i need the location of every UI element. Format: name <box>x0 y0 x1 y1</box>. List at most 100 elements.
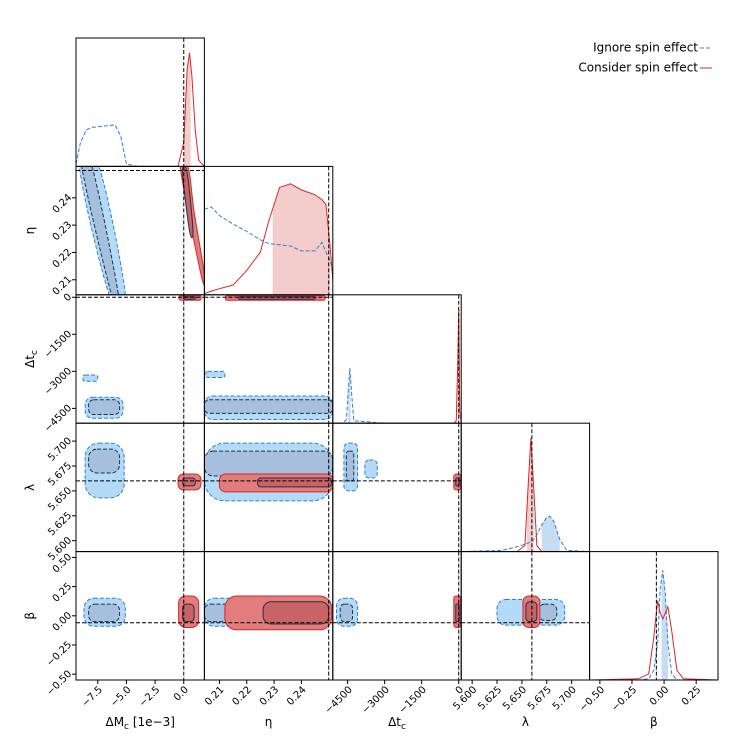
x-tick-label: 0.0 <box>172 684 191 703</box>
marginal-panel <box>589 551 718 680</box>
y-tick-label: 5.650 <box>46 485 74 513</box>
x-axis-label: η <box>265 715 273 729</box>
x-tick-label: 0.25 <box>680 684 704 708</box>
marginal-curve <box>204 206 333 271</box>
axis-label-part: λ <box>522 715 529 729</box>
x-tick-label: 0.22 <box>230 684 254 708</box>
y-tick-label: 5.675 <box>46 460 74 488</box>
axis-label-part: c <box>124 722 129 732</box>
contour-inner <box>182 477 196 487</box>
joint-panel <box>204 551 333 680</box>
joint-panel <box>76 551 205 680</box>
x-tick-label: 5.625 <box>476 684 504 712</box>
panel-frame <box>589 551 719 681</box>
credible-interval <box>348 368 351 424</box>
marginal-curve <box>204 183 333 295</box>
axis-label-part: β <box>650 715 658 729</box>
contour-inner <box>182 166 194 239</box>
joint-panel <box>76 294 205 424</box>
axis-label-part: c <box>401 722 406 732</box>
x-tick-label: −7.5 <box>80 684 105 709</box>
x-tick-label: −0.25 <box>610 684 639 713</box>
y-tick-label: 0.23 <box>51 220 75 244</box>
contour-inner <box>88 399 121 416</box>
x-axis-label: Δtc <box>388 715 406 732</box>
y-tick-label: −3000 <box>43 366 75 398</box>
y-tick-label: 5.625 <box>46 510 74 538</box>
axis-label-part: Δt <box>388 715 401 729</box>
contour-outer <box>364 459 378 479</box>
contour-inner <box>339 603 354 623</box>
contour-inner <box>88 603 121 623</box>
y-tick-label: −0.50 <box>45 669 74 698</box>
x-tick-label: −4500 <box>323 684 355 716</box>
joint-panel <box>76 423 205 552</box>
marginal-curve <box>461 438 590 552</box>
joint-panel <box>76 166 205 295</box>
contour-inner <box>88 448 121 474</box>
marginal-curve <box>589 600 718 680</box>
marginal-curve <box>332 368 462 424</box>
axis-label-part: ΔM <box>105 715 124 729</box>
y-axis-label: η <box>23 227 37 235</box>
marginal-curve <box>461 515 590 552</box>
x-tick-label: −5.0 <box>109 684 134 709</box>
axis-label-part: η <box>23 227 37 235</box>
legend-label: Consider spin effect <box>578 61 698 75</box>
x-tick-label: 0.21 <box>203 684 227 708</box>
axis-label-part: Δt <box>23 355 37 368</box>
marginal-panel <box>204 166 333 295</box>
joint-panel <box>332 423 462 552</box>
axis-label-part: η <box>265 715 273 729</box>
credible-interval <box>661 570 668 680</box>
joint-panel <box>204 294 333 424</box>
legend-label: Ignore spin effect <box>593 41 698 55</box>
credible-interval <box>272 183 331 295</box>
joint-panel <box>332 551 462 680</box>
y-axis-label: λ <box>23 484 37 491</box>
axis-label-part: λ <box>23 484 37 491</box>
x-tick-label: −2.5 <box>137 684 162 709</box>
axis-label-part: c <box>30 350 40 355</box>
x-tick-label: 0.24 <box>285 684 309 708</box>
y-tick-label: −4500 <box>43 403 75 435</box>
contour-inner <box>538 603 558 621</box>
marginal-panel <box>76 38 205 167</box>
y-tick-label: 0.24 <box>51 192 75 216</box>
joint-panel <box>204 423 333 552</box>
contour-inner <box>204 399 333 414</box>
y-tick-label: 0.22 <box>51 247 75 271</box>
contour-inner <box>81 166 119 295</box>
marginal-panel <box>461 423 590 552</box>
contour-inner <box>262 601 330 625</box>
axis-label-part: [1e−3] <box>129 715 175 729</box>
contour-inner <box>257 477 332 488</box>
marginal-curve <box>332 309 462 424</box>
x-tick-label: −0.50 <box>578 684 607 713</box>
y-axis-label: Δtc <box>23 350 40 368</box>
marginal-curve <box>589 570 718 680</box>
contour-inner <box>182 603 195 623</box>
contour-inner <box>345 450 355 482</box>
marginal-curve <box>76 52 205 167</box>
x-axis-label: λ <box>522 715 529 729</box>
axis-label-part: β <box>23 612 37 620</box>
x-tick-label: 0.23 <box>258 684 282 708</box>
x-tick-label: 0.00 <box>648 684 672 708</box>
x-tick-label: 5.650 <box>501 684 529 712</box>
y-tick-label: 5.700 <box>46 436 74 464</box>
y-tick-label: 0.21 <box>51 274 75 298</box>
y-tick-label: −0.25 <box>45 639 74 668</box>
y-tick-label: 0.00 <box>51 610 75 634</box>
contour-outer <box>205 370 226 379</box>
joint-panel <box>461 551 590 680</box>
credible-interval <box>183 52 191 167</box>
credible-interval <box>541 516 560 552</box>
y-tick-label: 0.25 <box>51 581 75 605</box>
x-tick-label: −3000 <box>360 684 392 716</box>
x-tick-label: 5.675 <box>526 684 554 712</box>
x-tick-label: −1500 <box>397 684 429 716</box>
contour-inner <box>204 450 333 477</box>
y-tick-label: −1500 <box>43 329 75 361</box>
